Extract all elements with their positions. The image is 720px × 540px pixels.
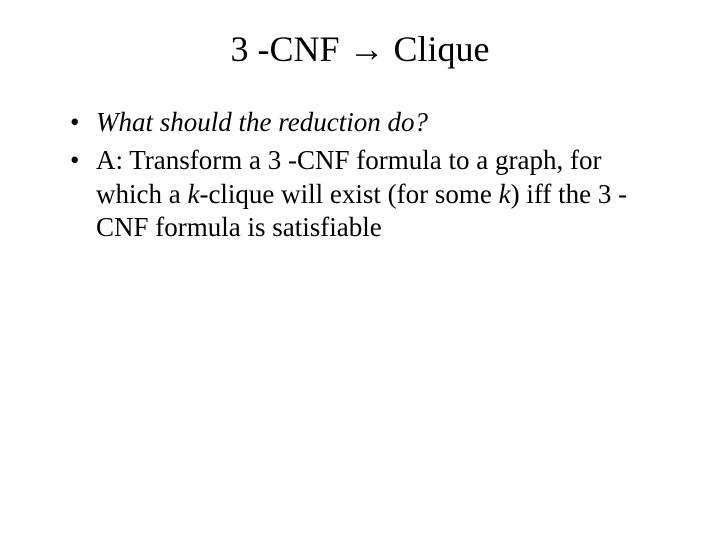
bullet-text-part: -clique will exist (for some — [199, 179, 498, 209]
bullet-text-part: What should the reduction do? — [96, 107, 428, 137]
bullet-list: What should the reduction do? A: Transfor… — [40, 106, 680, 245]
title-suffix: Clique — [385, 29, 490, 69]
bullet-item: What should the reduction do? — [96, 106, 660, 140]
slide: 3 -CNF → Clique What should the reductio… — [0, 0, 720, 540]
slide-title: 3 -CNF → Clique — [40, 28, 680, 70]
bullet-text-part: k — [187, 179, 199, 209]
title-arrow: → — [349, 29, 385, 69]
bullet-item: A: Transform a 3 -CNF formula to a graph… — [96, 144, 660, 245]
bullet-text-part: k — [499, 179, 511, 209]
title-prefix: 3 -CNF — [230, 29, 348, 69]
